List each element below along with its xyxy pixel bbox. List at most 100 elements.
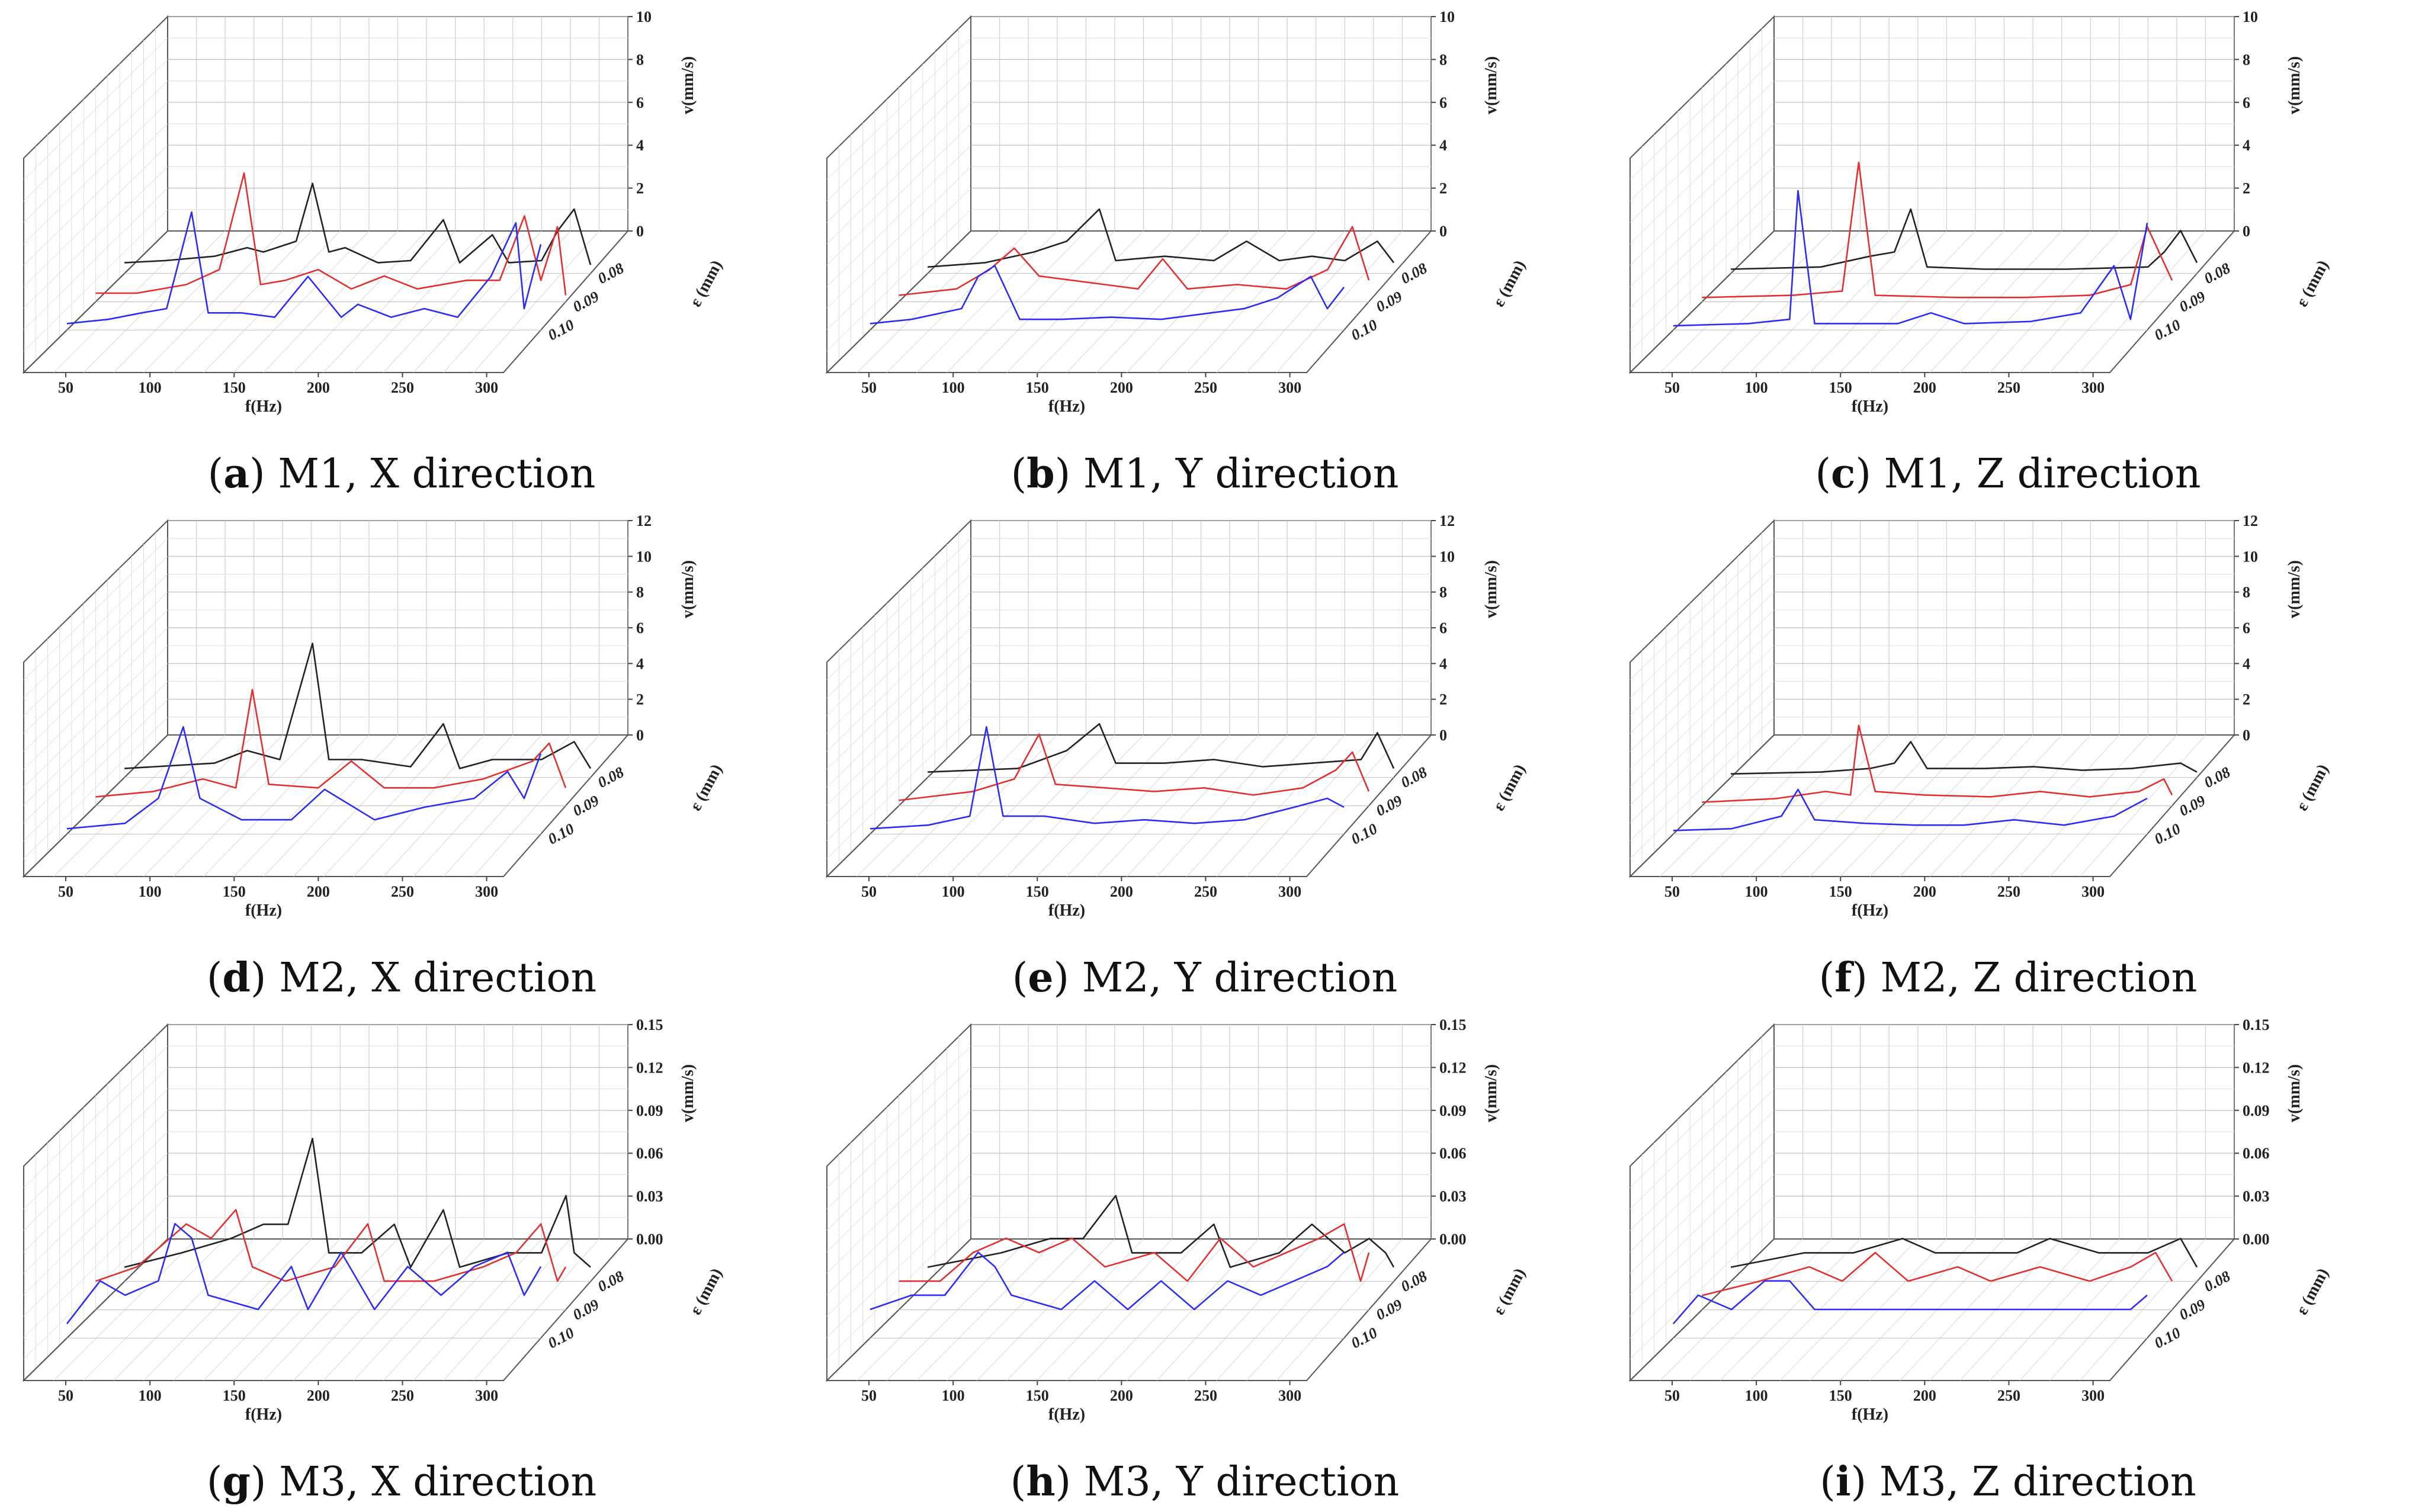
grid-line bbox=[1629, 538, 1775, 680]
x-tick-label: 300 bbox=[2081, 883, 2105, 900]
z-tick-label: 0.03 bbox=[2243, 1188, 2270, 1205]
series-line-0-09 bbox=[1702, 724, 2173, 803]
grid-line bbox=[23, 663, 168, 805]
x-tick-label: 50 bbox=[861, 379, 877, 396]
series-line-0-08 bbox=[124, 1138, 591, 1268]
x-tick-label: 100 bbox=[1745, 883, 1768, 900]
series-line-0-10 bbox=[1673, 788, 2148, 832]
z-tick-label: 12 bbox=[636, 512, 652, 529]
grid-line bbox=[23, 102, 168, 245]
z-tick-label: 0.03 bbox=[1439, 1188, 1467, 1205]
caption-i: (i) M3, Z direction bbox=[1820, 1458, 2196, 1505]
x-tick-label: 300 bbox=[2081, 379, 2105, 396]
grid-line bbox=[1629, 81, 1775, 223]
depth-axis-label: ε (mm) bbox=[687, 761, 726, 814]
z-tick-label: 0.09 bbox=[2243, 1102, 2270, 1119]
x-tick-label: 250 bbox=[1194, 379, 1217, 396]
caption-letter: f bbox=[1834, 954, 1852, 1001]
x-tick-label: 150 bbox=[223, 379, 246, 396]
grid-line bbox=[826, 1174, 971, 1317]
chart-g: 50 100 150 200 250 300 f(Hz) 0.00 0.03 0.06 0.09 0.… bbox=[22, 1016, 726, 1424]
grid-group bbox=[825, 1023, 1433, 1382]
x-tick-label: 150 bbox=[223, 1387, 246, 1404]
grid-line bbox=[23, 681, 168, 823]
grid-line bbox=[826, 145, 971, 287]
grid-line bbox=[826, 609, 971, 752]
grid-line bbox=[1629, 166, 1775, 309]
z-axis-label: v(mm/s) bbox=[679, 56, 697, 114]
series-line-0-10 bbox=[66, 1222, 542, 1324]
grid-group bbox=[1628, 1023, 2236, 1382]
x-tick-label: 50 bbox=[1664, 1387, 1680, 1404]
grid-line bbox=[1629, 609, 1775, 752]
x-tick-label: 50 bbox=[1664, 379, 1680, 396]
grid-group bbox=[22, 1023, 630, 1382]
caption-letter: b bbox=[1027, 450, 1055, 497]
floor bbox=[22, 230, 630, 373]
depth-axis-label: ε (mm) bbox=[1490, 1265, 1529, 1318]
series-line-0-08 bbox=[1730, 1238, 2198, 1268]
x-tick-label: 250 bbox=[391, 1387, 414, 1404]
series-group bbox=[870, 723, 1395, 830]
caption-e: (e) M2, Y direction bbox=[1012, 954, 1398, 1001]
x-tick-label: 100 bbox=[139, 883, 162, 900]
grid-line bbox=[1629, 645, 1775, 788]
series-line-0-08 bbox=[124, 643, 592, 769]
z-tick-label: 0.06 bbox=[636, 1145, 663, 1162]
grid-line bbox=[1629, 1067, 1775, 1209]
z-tick-label: 8 bbox=[1439, 584, 1447, 601]
series-line-0-08 bbox=[928, 723, 1395, 773]
z-axis-label: v(mm/s) bbox=[1482, 560, 1500, 618]
ticks-group: 50 100 150 200 250 300f(Hz)024681012v(mm/s)0.… bbox=[861, 512, 1529, 920]
x-tick-label: 100 bbox=[942, 379, 965, 396]
x-tick-label: 150 bbox=[1026, 379, 1049, 396]
x-tick-label: 300 bbox=[2081, 1387, 2105, 1404]
grid-line bbox=[1629, 59, 1775, 201]
depth-axis-label: ε (mm) bbox=[2293, 257, 2333, 310]
z-tick-label: 0 bbox=[1439, 223, 1447, 240]
grid-line bbox=[23, 145, 168, 287]
grid-line bbox=[1629, 188, 1775, 330]
z-tick-label: 0.06 bbox=[2243, 1145, 2270, 1162]
floor bbox=[825, 230, 1433, 373]
series-line-0-10 bbox=[66, 726, 542, 830]
grid-group bbox=[22, 15, 630, 374]
z-tick-label: 2 bbox=[1439, 691, 1447, 708]
x-tick-label: 250 bbox=[391, 883, 414, 900]
chart-d: 50 100 150 200 250 300f(Hz)024681012v(mm/s)0.… bbox=[22, 512, 726, 920]
caption-f: (f) M2, Z direction bbox=[1818, 954, 2198, 1001]
caption-text: M1, X direction bbox=[278, 451, 596, 497]
grid-line bbox=[23, 209, 168, 352]
caption-text: M2, X direction bbox=[279, 955, 597, 1001]
series-line-0-09 bbox=[899, 1223, 1370, 1282]
grid-line bbox=[826, 81, 971, 223]
grid-line bbox=[23, 538, 168, 680]
z-tick-label: 4 bbox=[2243, 137, 2250, 154]
grid-line bbox=[23, 188, 168, 330]
x-tick-label: 100 bbox=[942, 1387, 965, 1404]
series-group bbox=[66, 643, 592, 830]
z-tick-label: 0 bbox=[636, 223, 644, 240]
z-tick-label: 0.00 bbox=[2243, 1231, 2270, 1248]
grid-line bbox=[826, 1196, 971, 1338]
z-tick-label: 2 bbox=[1439, 180, 1447, 197]
grid-line bbox=[826, 627, 971, 770]
z-axis-label: v(mm/s) bbox=[2285, 1064, 2304, 1122]
caption-letter: a bbox=[223, 450, 250, 497]
z-axis-label: v(mm/s) bbox=[679, 560, 697, 618]
grid-line bbox=[826, 1089, 971, 1231]
grid-line bbox=[23, 123, 168, 266]
x-tick-label: 200 bbox=[307, 379, 330, 396]
z-tick-label: 4 bbox=[636, 137, 644, 154]
grid-line bbox=[826, 1131, 971, 1274]
floor bbox=[825, 734, 1433, 877]
grid-line bbox=[23, 1196, 168, 1338]
z-tick-label: 10 bbox=[2243, 8, 2258, 25]
x-axis-label: f(Hz) bbox=[245, 1405, 282, 1424]
z-tick-label: 12 bbox=[2243, 512, 2258, 529]
z-tick-label: 0 bbox=[636, 727, 644, 744]
x-tick-label: 150 bbox=[223, 883, 246, 900]
x-tick-label: 250 bbox=[1997, 883, 2020, 900]
panel-f: 50 100 150 200 250 300 f(Hz) 0 2 4 6 8 10 12 v(mm/s) 0.… bbox=[1606, 504, 2409, 1008]
z-tick-label: 6 bbox=[1439, 94, 1447, 111]
